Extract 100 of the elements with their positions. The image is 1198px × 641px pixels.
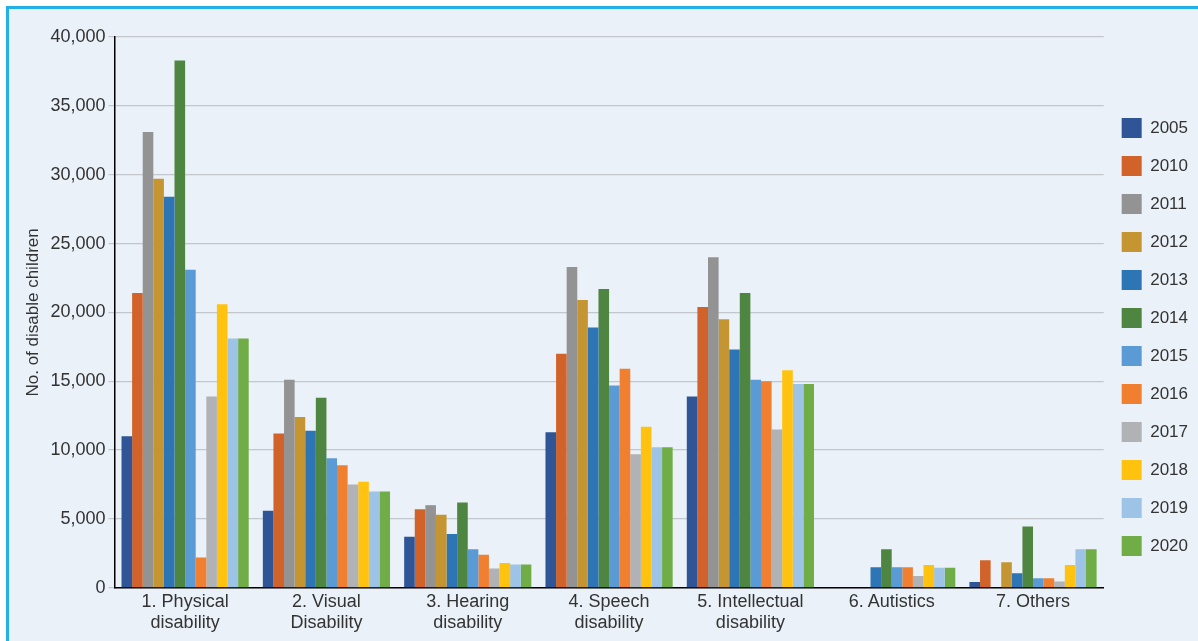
legend-label: 2018 (1150, 459, 1189, 479)
bar (520, 564, 532, 588)
bar (499, 563, 511, 588)
y-tick-label: 0 (95, 576, 106, 597)
bar (337, 465, 348, 588)
bar (379, 491, 391, 588)
bar (1022, 526, 1034, 588)
legend-label: 2015 (1150, 345, 1189, 365)
bar (488, 568, 500, 588)
bar (944, 567, 956, 588)
bar (566, 266, 578, 588)
bar (238, 338, 249, 588)
bar (803, 384, 814, 588)
bar (902, 567, 913, 588)
bar (760, 381, 772, 588)
bar (153, 178, 164, 588)
bar (446, 534, 458, 588)
bar (142, 132, 154, 588)
bar (630, 454, 641, 588)
bar (1064, 565, 1076, 588)
bar (870, 567, 882, 588)
bar (435, 514, 447, 588)
bar (556, 353, 567, 588)
legend-label: 2012 (1150, 231, 1189, 251)
bar (478, 554, 489, 588)
bar (934, 567, 945, 588)
x-tick-label: 7. Others (996, 590, 1071, 611)
bar (510, 564, 521, 588)
legend-label: 2010 (1150, 155, 1189, 175)
bar (1033, 578, 1044, 588)
bar (980, 560, 991, 588)
bar (206, 396, 217, 588)
bar (315, 397, 327, 588)
y-tick-label: 25,000 (50, 232, 106, 253)
bar (1086, 549, 1097, 588)
bar (262, 510, 274, 588)
y-tick-label: 15,000 (50, 370, 106, 391)
bar (782, 370, 793, 588)
bar (425, 505, 436, 588)
legend-label: 2005 (1150, 117, 1189, 137)
x-tick-label: 4. Speech disability (568, 590, 650, 633)
bar (1011, 573, 1023, 588)
bar (1054, 581, 1065, 588)
y-tick-label: 10,000 (50, 439, 106, 460)
bar (662, 447, 673, 588)
bar (891, 567, 903, 588)
bar (598, 288, 610, 588)
y-tick-label: 20,000 (50, 301, 106, 322)
bar (686, 396, 698, 588)
bar (587, 327, 599, 588)
legend-label: 2013 (1150, 269, 1189, 289)
bar (227, 338, 239, 588)
legend-label: 2011 (1150, 193, 1187, 213)
y-axis-title: No. of disable children (22, 228, 42, 397)
bar (121, 436, 133, 588)
bar (368, 491, 380, 588)
bar (163, 196, 175, 588)
legend-label: 2014 (1150, 307, 1189, 327)
bar (609, 385, 620, 588)
bar (771, 429, 783, 588)
bar (404, 536, 415, 588)
y-tick-label: 40,000 (50, 25, 106, 46)
bar (640, 426, 652, 588)
bar (969, 581, 981, 588)
bar (881, 549, 892, 588)
bar (1075, 549, 1087, 588)
bar (718, 319, 730, 588)
bar (326, 458, 338, 588)
bar (729, 349, 740, 588)
bar (577, 300, 588, 588)
y-tick-label: 30,000 (50, 163, 106, 184)
bar (697, 306, 708, 588)
bar (467, 549, 479, 588)
bar (619, 368, 631, 588)
x-tick-label: 2. Visual Disability (290, 590, 363, 633)
x-tick-label: 1. Physical disability (141, 590, 229, 633)
bar (750, 379, 761, 588)
bar (1043, 578, 1055, 588)
bar (792, 384, 804, 588)
x-tick-label: 6. Autistics (848, 590, 935, 611)
bar (195, 557, 207, 588)
bar (358, 481, 369, 588)
bar (174, 60, 186, 588)
x-tick-label: 3. Hearing disability (426, 590, 510, 633)
bar (216, 304, 228, 588)
legend-label: 2016 (1150, 383, 1189, 403)
bar (707, 257, 719, 588)
x-tick-label: 5. Intellectual disability (697, 590, 804, 633)
bar (457, 502, 468, 588)
bar (185, 269, 196, 588)
bar (923, 565, 935, 588)
y-tick-label: 35,000 (50, 94, 106, 115)
legend-label: 2020 (1150, 535, 1189, 555)
bar (347, 484, 359, 588)
y-tick-label: 5,000 (60, 507, 106, 528)
bar (273, 433, 285, 588)
bar (1001, 562, 1012, 588)
bar (739, 293, 751, 588)
legend-label: 2017 (1150, 421, 1189, 441)
bar (545, 432, 557, 588)
